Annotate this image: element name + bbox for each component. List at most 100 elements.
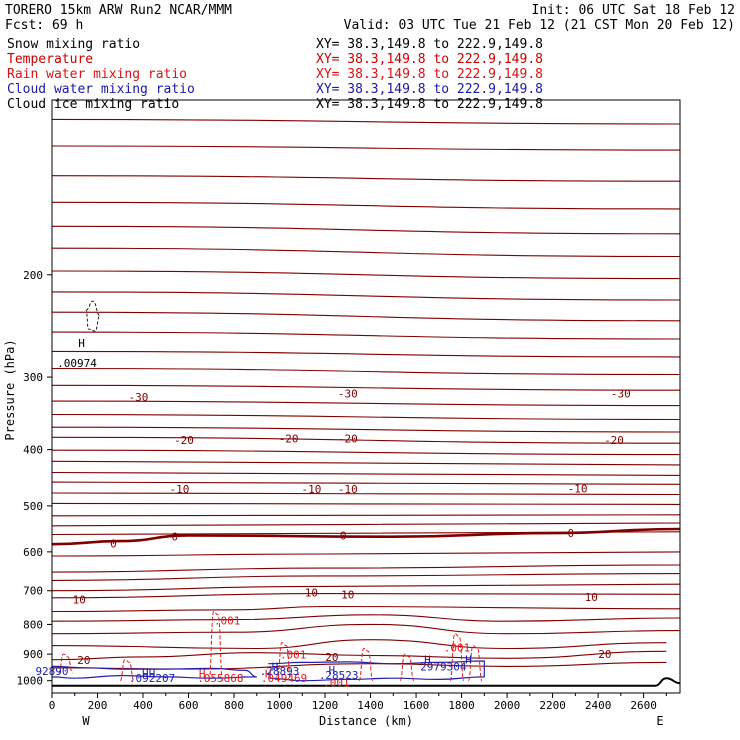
- terrain-line: [52, 677, 681, 687]
- x-tick-label: 2000: [494, 699, 521, 712]
- temperature-contour: [52, 650, 667, 661]
- rain-label: .001: [323, 676, 350, 689]
- rain-label: H: [199, 668, 206, 681]
- y-tick-label: 800: [23, 618, 43, 631]
- temperature-contour: [52, 400, 680, 407]
- y-tick-label: 400: [23, 444, 43, 457]
- temperature-contour: [52, 623, 680, 635]
- temperature-contour: [52, 502, 680, 505]
- temperature-contour: [52, 614, 680, 622]
- rain-contour: [276, 642, 292, 682]
- rain-label: .055868: [197, 672, 243, 685]
- temperature-contour: [52, 384, 680, 391]
- west-label: W: [82, 714, 90, 728]
- temperature-label: -30: [129, 391, 149, 404]
- cloud-water-label: 2979304: [420, 660, 467, 673]
- cloud-water-contour: [52, 665, 257, 679]
- temperature-contour: [52, 514, 680, 517]
- field-xy-temperature: XY= 38.3,149.8 to 222.9,149.8: [316, 52, 543, 67]
- temperature-label: -20: [604, 434, 624, 447]
- cloud-water-label: .092207: [129, 672, 175, 685]
- temperature-label: 10: [341, 588, 354, 601]
- plot-area: -30 -30 -30 -20 -20 -20 -20 -10 -10 -10 -10 0 0 0 0 10 1…: [35, 99, 681, 694]
- cloud-water-label: H: [424, 654, 431, 667]
- field-name-cloud-water: Cloud water mixing ratio: [7, 82, 195, 97]
- temperature-contour: [52, 118, 680, 125]
- rain-contour: [358, 647, 374, 682]
- rain-contour: [449, 633, 465, 682]
- header-left-line1: TORERO 15km ARW Run2 NCAR/MMM: [5, 3, 232, 18]
- temperature-contour: [52, 350, 680, 358]
- temperature-label: -30: [611, 387, 631, 400]
- x-tick-label: 0: [49, 699, 56, 712]
- y-axis-ticks: 200 300 400 500 600 700 800 900 1000: [17, 269, 52, 688]
- temperature-contour: [52, 551, 680, 557]
- temperature-label: 0: [110, 537, 117, 550]
- x-tick-label: 1200: [312, 699, 339, 712]
- temperature-contour: [52, 564, 680, 573]
- temperature-contour: [52, 573, 680, 581]
- y-axis-label: Pressure (hPa): [3, 339, 17, 440]
- temperature-contour: [52, 527, 680, 546]
- y-tick-label: 700: [23, 585, 43, 598]
- temperature-contour: [52, 605, 680, 613]
- plot-contents: [52, 118, 680, 682]
- cloud-water-label: H: [465, 654, 472, 667]
- y-tick-label: 600: [23, 546, 43, 559]
- temperature-label: 10: [585, 591, 598, 604]
- rain-label: .001: [444, 642, 471, 655]
- y-tick-label: 900: [23, 648, 43, 661]
- temperature-contour: [52, 639, 667, 650]
- snow-contour: [85, 300, 101, 332]
- temperature-label: -20: [279, 433, 299, 446]
- field-xy-cloud-ice: XY= 38.3,149.8 to 222.9,149.8: [316, 97, 543, 112]
- temperature-label: 20: [325, 651, 338, 664]
- x-tick-label: 2400: [585, 699, 612, 712]
- field-xy-rain: XY= 38.3,149.8 to 222.9,149.8: [316, 67, 543, 82]
- temperature-contour: [52, 225, 680, 235]
- temperature-label: 0: [567, 527, 574, 540]
- x-tick-label: 800: [224, 699, 244, 712]
- temperature-contour: [52, 593, 680, 599]
- x-axis-ticks: 0 200 400 600 800 1000 1200 1400 1600 1800 2000 220…: [49, 693, 667, 712]
- x-tick-label: 1400: [357, 699, 384, 712]
- temperature-contour: [52, 331, 680, 340]
- x-tick-label: 1800: [448, 699, 475, 712]
- east-label: E: [656, 714, 663, 728]
- field-name-cloud-ice: Cloud ice mixing ratio: [7, 97, 179, 112]
- temperature-contour: [52, 481, 680, 485]
- rain-contour: [58, 653, 73, 674]
- x-tick-label: 600: [179, 699, 199, 712]
- temperature-label: 0: [340, 529, 347, 542]
- rain-contour: [119, 659, 135, 682]
- y-tick-label: 500: [23, 500, 43, 513]
- rain-label: .001: [214, 614, 241, 627]
- header-left-line2: Fcst: 69 h: [5, 18, 83, 33]
- temperature-label: -10: [301, 483, 321, 496]
- cloud-water-contour: [268, 660, 485, 682]
- temperature-contour: [52, 522, 680, 527]
- temperature-label: -10: [568, 483, 588, 496]
- x-tick-label: 2600: [630, 699, 657, 712]
- field-name-rain: Rain water mixing ratio: [7, 67, 187, 82]
- temperature-contour: [52, 436, 680, 444]
- cloud-water-label: H: [329, 664, 336, 677]
- rain-label: .001: [280, 649, 307, 662]
- temperature-contour: [52, 175, 680, 182]
- x-tick-label: 400: [133, 699, 153, 712]
- rain-label: .049469: [261, 672, 307, 685]
- field-name-temperature: Temperature: [7, 52, 93, 67]
- temperature-contour: [52, 270, 680, 280]
- temperature-contour: [52, 201, 680, 210]
- temperature-contour: [52, 247, 680, 258]
- temperature-label: -20: [338, 433, 358, 446]
- temperature-contour: [52, 471, 680, 476]
- temperature-contour: [52, 145, 680, 151]
- temperature-label: -10: [338, 483, 358, 496]
- y-tick-label: 1000: [17, 675, 44, 688]
- cloud-water-label: H: [272, 660, 279, 673]
- temperature-contour: [52, 291, 680, 301]
- cloud-water-label: .28523: [319, 669, 359, 682]
- temperature-label: 20: [598, 648, 611, 661]
- temperature-label: 20: [77, 654, 90, 667]
